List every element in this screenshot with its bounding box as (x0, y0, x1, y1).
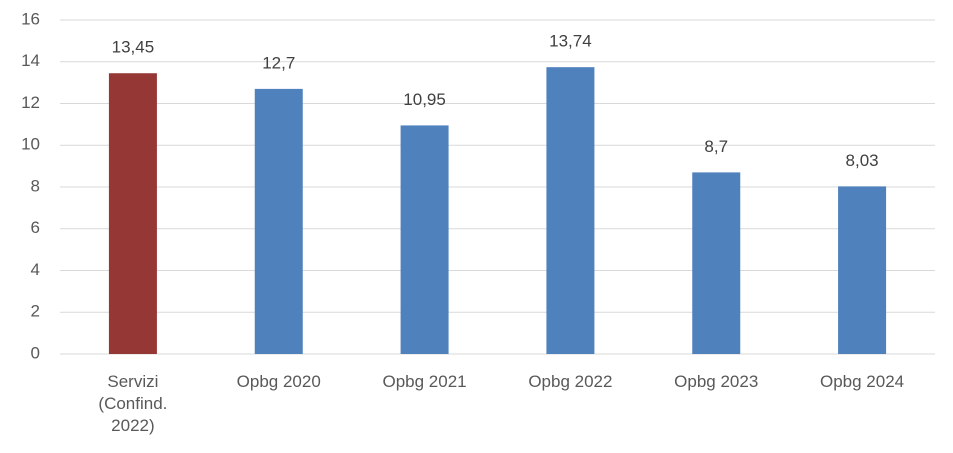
data-label: 12,7 (262, 53, 295, 72)
y-tick-label: 2 (31, 302, 40, 321)
x-tick-label: Servizi (Confind. 2022) (98, 372, 168, 435)
bar (546, 67, 595, 355)
y-tick-label: 10 (21, 135, 40, 154)
y-tick-label: 0 (31, 343, 40, 362)
x-tick-label: Opbg 2021 (382, 372, 467, 391)
bar (838, 186, 887, 354)
y-tick-label: 8 (31, 176, 40, 195)
data-label: 10,95 (403, 90, 446, 109)
x-tick-label: Opbg 2024 (820, 372, 905, 391)
bar (400, 125, 449, 354)
y-tick-label: 14 (21, 51, 40, 70)
y-tick-label: 12 (21, 93, 40, 112)
data-label: 13,45 (112, 38, 155, 57)
bar (108, 73, 157, 354)
data-label: 8,03 (846, 151, 879, 170)
bar (692, 172, 741, 354)
data-label: 13,74 (549, 32, 592, 51)
y-tick-label: 16 (21, 9, 40, 28)
bar (254, 88, 303, 354)
y-tick-label: 4 (31, 260, 40, 279)
x-tick-label: Opbg 2020 (236, 372, 321, 391)
y-tick-label: 6 (31, 218, 40, 237)
x-tick-label: Opbg 2022 (528, 372, 613, 391)
data-label: 8,7 (704, 137, 728, 156)
x-tick-label: Opbg 2023 (674, 372, 759, 391)
